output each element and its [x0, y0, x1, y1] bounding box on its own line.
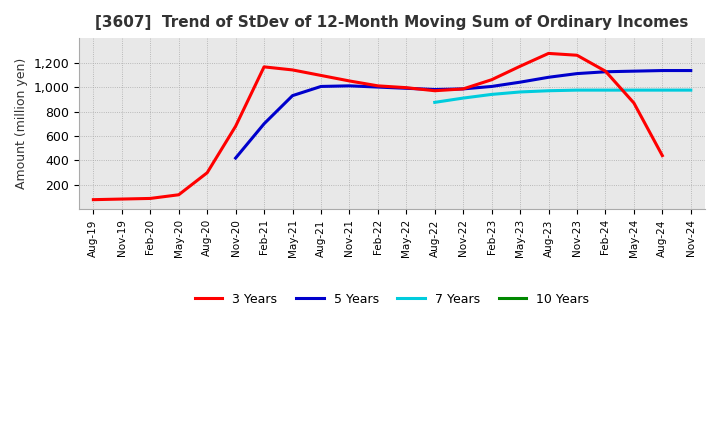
3 Years [516, 64, 524, 69]
5 Years [629, 69, 638, 74]
5 Years [231, 155, 240, 161]
3 Years [117, 196, 126, 202]
5 Years [459, 86, 467, 92]
3 Years [431, 88, 439, 93]
5 Years [544, 75, 553, 80]
5 Years [658, 68, 667, 73]
5 Years [345, 83, 354, 88]
5 Years [260, 121, 269, 126]
3 Years [487, 77, 496, 82]
3 Years [174, 192, 183, 198]
3 Years [345, 78, 354, 84]
3 Years [601, 69, 610, 74]
5 Years [431, 87, 439, 92]
3 Years [288, 67, 297, 73]
Legend: 3 Years, 5 Years, 7 Years, 10 Years: 3 Years, 5 Years, 7 Years, 10 Years [190, 288, 594, 311]
5 Years [516, 80, 524, 85]
5 Years [487, 84, 496, 89]
Line: 7 Years: 7 Years [435, 90, 690, 103]
Line: 3 Years: 3 Years [94, 53, 662, 200]
5 Years [402, 86, 410, 91]
7 Years [516, 89, 524, 95]
7 Years [572, 88, 581, 93]
7 Years [431, 100, 439, 105]
5 Years [686, 68, 695, 73]
Title: [3607]  Trend of StDev of 12-Month Moving Sum of Ordinary Incomes: [3607] Trend of StDev of 12-Month Moving… [95, 15, 689, 30]
3 Years [89, 197, 98, 202]
3 Years [658, 153, 667, 158]
7 Years [459, 95, 467, 101]
5 Years [374, 84, 382, 90]
3 Years [317, 73, 325, 78]
7 Years [629, 88, 638, 93]
5 Years [572, 71, 581, 76]
5 Years [601, 69, 610, 74]
3 Years [203, 170, 212, 176]
3 Years [146, 196, 155, 201]
3 Years [231, 124, 240, 129]
3 Years [459, 86, 467, 92]
3 Years [544, 51, 553, 56]
Line: 5 Years: 5 Years [235, 70, 690, 158]
3 Years [402, 85, 410, 90]
3 Years [374, 83, 382, 88]
7 Years [487, 92, 496, 97]
3 Years [629, 100, 638, 106]
7 Years [601, 88, 610, 93]
3 Years [572, 53, 581, 58]
7 Years [686, 88, 695, 93]
5 Years [288, 93, 297, 98]
Y-axis label: Amount (million yen): Amount (million yen) [15, 58, 28, 189]
7 Years [544, 88, 553, 93]
5 Years [317, 84, 325, 89]
7 Years [658, 88, 667, 93]
3 Years [260, 64, 269, 70]
